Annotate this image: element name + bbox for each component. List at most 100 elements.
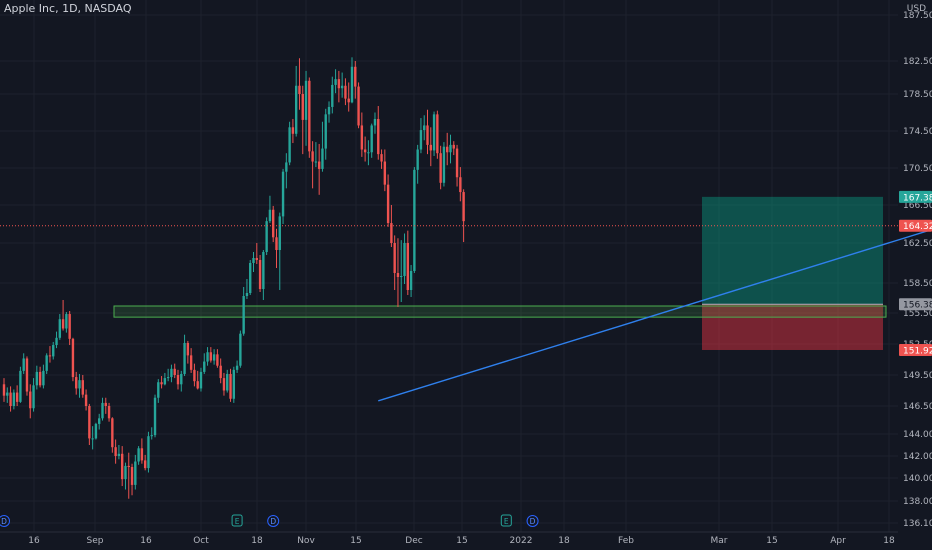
candle-body <box>373 118 377 126</box>
candle-body <box>19 370 22 402</box>
candle-body <box>124 465 127 480</box>
candle-body <box>383 161 387 185</box>
candle-body <box>446 146 449 153</box>
currency-label: USD <box>906 4 926 14</box>
trendline[interactable] <box>378 228 932 402</box>
candle-body <box>337 79 341 89</box>
profit-zone[interactable] <box>702 196 883 305</box>
earnings-marker[interactable] <box>500 514 512 527</box>
candle-body <box>32 385 35 409</box>
candle-body <box>242 296 245 334</box>
candle-body <box>409 271 413 290</box>
candle-body <box>363 149 367 153</box>
price-tick-label: 162.50 <box>903 239 932 249</box>
candle-body <box>232 369 236 399</box>
support-zone[interactable] <box>113 305 887 318</box>
candle-body <box>15 392 19 402</box>
candle-body <box>301 94 304 120</box>
dividend-marker[interactable] <box>526 515 539 527</box>
time-tick-label: Mar <box>711 536 728 546</box>
price-tick-label: 174.50 <box>903 127 932 137</box>
candle-body <box>354 66 357 87</box>
candle-body <box>317 161 321 169</box>
event-marker-label: D <box>270 517 276 526</box>
dividend-marker[interactable] <box>0 515 10 527</box>
candle-body <box>48 355 52 357</box>
time-tick-label: 18 <box>883 536 895 546</box>
candle-body <box>386 184 390 224</box>
candle-body <box>314 161 318 163</box>
candle-body <box>350 66 354 103</box>
candle-body <box>98 418 101 424</box>
candle-body <box>377 118 380 155</box>
event-marker-label: D <box>1 517 7 526</box>
time-tick-label: 16 <box>140 536 152 546</box>
candle-body <box>68 314 71 339</box>
position-tool[interactable] <box>702 196 883 350</box>
time-tick-label: 16 <box>28 536 40 546</box>
candle-body <box>396 273 400 277</box>
candle-body <box>71 338 75 378</box>
candle-body <box>298 85 301 94</box>
candle-body <box>91 438 94 440</box>
candle-body <box>176 375 180 385</box>
candle-body <box>393 243 396 273</box>
candle-body <box>452 144 455 149</box>
price-label-badge <box>899 343 932 356</box>
price-axis[interactable]: 187.50 182.50 178.50 174.50 170.50 166.50 162.… <box>899 11 932 529</box>
candle-body <box>229 373 232 399</box>
candle-body <box>436 114 439 154</box>
candle-body <box>311 151 314 162</box>
price-tick-label: 155.50 <box>903 309 932 319</box>
candle-body <box>199 371 203 389</box>
candle-body <box>88 406 91 439</box>
candle-body <box>209 352 213 361</box>
price-tick-label: 142.00 <box>903 452 932 462</box>
candle-body <box>143 460 147 469</box>
candle-body <box>403 243 406 276</box>
price-tick-label: 136.10 <box>903 519 932 529</box>
candle-body <box>78 380 81 389</box>
price-label-text: 167.38 <box>903 193 932 203</box>
price-tick-label: 146.50 <box>903 402 932 412</box>
candle-body <box>183 342 186 374</box>
candle-body <box>107 406 111 419</box>
time-tick-label: Apr <box>830 536 846 546</box>
candle-body <box>212 354 216 361</box>
candle-body <box>278 216 281 250</box>
candle-body <box>160 382 163 385</box>
time-tick-label: Feb <box>618 536 634 546</box>
candle-body <box>321 148 324 169</box>
time-tick-label: 2022 <box>510 536 533 546</box>
candle-body <box>308 80 311 152</box>
price-label-badge <box>899 190 932 203</box>
dividend-marker[interactable] <box>267 515 280 527</box>
candle-body <box>222 378 226 391</box>
candle-body <box>252 258 255 263</box>
loss-zone[interactable] <box>702 304 883 350</box>
candle-body <box>117 453 121 456</box>
candle-body <box>38 371 42 386</box>
drawings[interactable] <box>0 225 932 402</box>
candle-body <box>347 98 350 103</box>
candle-body <box>262 252 265 289</box>
candle-body <box>281 171 285 217</box>
time-tick-label: Nov <box>297 536 315 546</box>
zone-rect[interactable] <box>113 305 887 318</box>
candle-body <box>216 354 219 366</box>
symbol-title[interactable]: Apple Inc, 1D, NASDAQ <box>4 2 132 15</box>
time-axis[interactable]: 16 Sep 16 Oct 18 Nov 15 Dec 15 2022 18 Feb Mar 15 Apr 1… <box>28 536 895 546</box>
candle-body <box>423 125 426 131</box>
earnings-marker[interactable] <box>231 514 243 527</box>
candle-body <box>170 368 173 378</box>
price-label-text: 156.38 <box>903 301 932 311</box>
candle-body <box>426 125 429 145</box>
candle-body <box>245 293 249 296</box>
candle-body <box>272 209 275 238</box>
time-tick-label: 18 <box>251 536 263 546</box>
candle-body <box>442 146 446 183</box>
candle-body <box>360 125 364 150</box>
candle-body <box>239 333 242 366</box>
